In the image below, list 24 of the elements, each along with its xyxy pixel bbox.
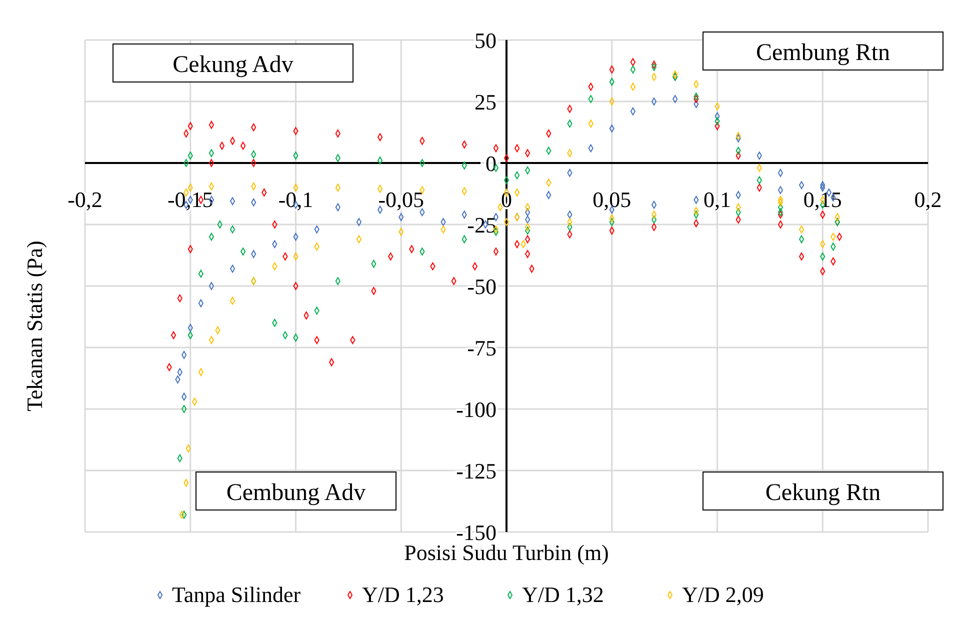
x-tick-label: 0,05: [592, 187, 632, 212]
x-tick-label: 0,1: [704, 187, 731, 212]
annotation: Cekung Rtn: [765, 480, 881, 506]
y-tick-label: -50: [467, 274, 496, 299]
y-tick-label: 0: [486, 151, 496, 176]
x-tick-label: -0,2: [68, 187, 102, 212]
y-axis-title: Tekanan Statis (Pa): [22, 240, 47, 412]
legend-label: Y/D 1,32: [522, 582, 604, 607]
point: [504, 176, 510, 184]
x-tick-label: -0,1: [278, 187, 314, 212]
y-tick-label: -125: [456, 458, 496, 484]
y-tick-label: -75: [467, 336, 496, 360]
legend-label: Y/D 1,23: [362, 582, 444, 607]
legend-label: Tanpa Silinder: [172, 582, 302, 607]
y-tick-label: 25: [474, 90, 496, 114]
point: [504, 218, 510, 226]
x-tick-label: -0,05: [378, 187, 424, 212]
y-tick-label: 50: [474, 28, 496, 53]
annotation: Cembung Rtn: [756, 40, 890, 66]
legend-label: Y/D 2,09: [682, 582, 764, 607]
annotation: Cekung Adv: [172, 52, 294, 78]
x-tick-label: 0,2: [914, 187, 942, 212]
y-tick-label: -100: [456, 397, 496, 422]
annotation: Cembung Adv: [226, 480, 366, 506]
